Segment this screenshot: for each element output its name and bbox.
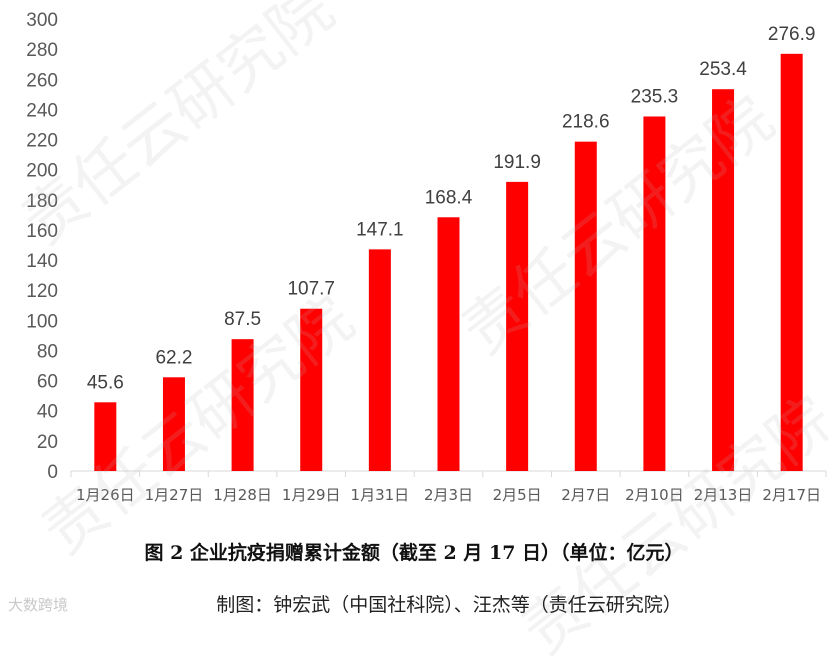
data-label: 87.5 (224, 309, 261, 330)
x-tick-label: 2月13日 (694, 486, 753, 504)
data-label: 218.6 (562, 112, 610, 133)
bar (643, 116, 666, 472)
figure-caption: 图 2 企业抗疫捐赠累计金额（截至 2 月 17 日）（单位：亿元） (144, 542, 684, 564)
x-tick-label: 2月10日 (625, 486, 684, 504)
y-tick-label: 20 (37, 432, 58, 453)
x-tick-label: 1月28日 (213, 486, 272, 504)
y-tick-label: 40 (37, 402, 58, 423)
x-tick-label: 2月3日 (424, 486, 473, 504)
data-labels: 45.6 62.2 87.5 107.7 147.1 168.4 191.9 218.6 235… (87, 24, 816, 393)
y-tick-label: 100 (26, 311, 58, 332)
y-tick-label: 140 (26, 251, 58, 272)
x-tick-label: 1月31日 (351, 486, 410, 504)
y-tick-label: 240 (26, 100, 58, 121)
bar (712, 89, 735, 471)
bar-chart: 0 20 40 60 80 100 120 140 160 180 200 220 240 260 280 3… (26, 10, 827, 504)
bar (506, 181, 529, 471)
bars (94, 53, 803, 472)
y-tick-label: 120 (26, 281, 58, 302)
y-tick-label: 300 (26, 10, 58, 31)
y-tick-label: 200 (26, 161, 58, 182)
x-tick-label: 1月29日 (282, 486, 341, 504)
x-axis-ticks: 1月26日 1月27日 1月28日 1月29日 1月31日 2月3日 2月5日 2月7日 2月1… (70, 471, 827, 504)
data-label: 62.2 (155, 347, 192, 368)
data-label: 107.7 (287, 279, 335, 300)
data-label: 45.6 (87, 372, 124, 393)
x-tick-label: 2月7日 (561, 486, 610, 504)
data-label: 191.9 (493, 152, 541, 173)
data-label: 253.4 (699, 59, 747, 80)
bar (94, 402, 117, 471)
bar (368, 249, 391, 471)
x-tick-label: 2月17日 (762, 486, 821, 504)
bar (437, 217, 460, 471)
y-axis-ticks: 0 20 40 60 80 100 120 140 160 180 200 220 240 260 280 3… (26, 10, 58, 483)
x-tick-label: 2月5日 (493, 486, 542, 504)
x-tick-label: 1月26日 (76, 486, 135, 504)
bar (780, 53, 803, 471)
y-tick-label: 260 (26, 70, 58, 91)
y-tick-label: 220 (26, 131, 58, 152)
y-tick-label: 60 (37, 372, 58, 393)
data-label: 235.3 (631, 86, 679, 107)
bar (300, 308, 323, 471)
bar (162, 377, 185, 471)
logo-text: 大数跨境 (8, 596, 69, 614)
chart-credit: 制图：钟宏武（中国社科院）、汪杰等（责任云研究院） (216, 594, 682, 616)
y-tick-label: 180 (26, 191, 58, 212)
data-label: 276.9 (768, 24, 816, 45)
y-tick-label: 0 (47, 462, 58, 483)
data-label: 147.1 (356, 219, 404, 240)
bar (231, 339, 254, 471)
y-tick-label: 280 (26, 40, 58, 61)
y-tick-label: 80 (37, 341, 58, 362)
bar (574, 141, 597, 471)
data-label: 168.4 (425, 187, 473, 208)
x-tick-label: 1月27日 (145, 486, 204, 504)
y-tick-label: 160 (26, 221, 58, 242)
